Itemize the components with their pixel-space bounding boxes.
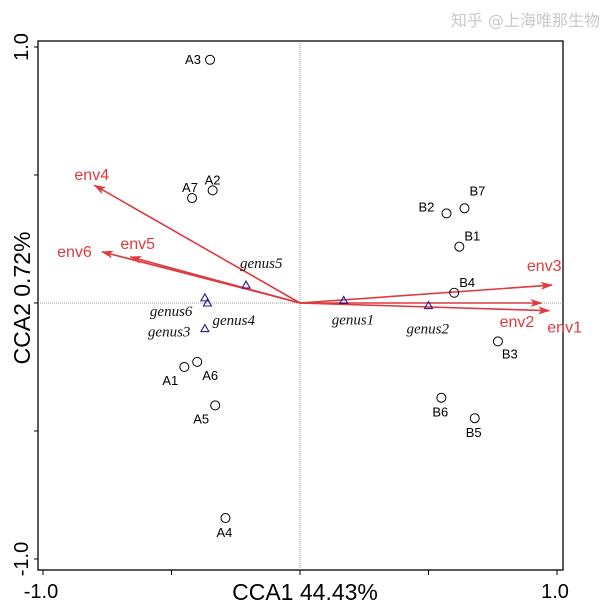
y-tick-label: -1.0 (11, 542, 33, 576)
env-label-env2: env2 (500, 314, 535, 331)
env-arrow-env4 (93, 184, 301, 304)
site-label-B2: B2 (418, 199, 434, 214)
site-point-B1 (454, 241, 465, 252)
site-label-A1: A1 (162, 373, 178, 388)
site-label-B4: B4 (459, 275, 475, 290)
x-axis-label: CCA1 44.43% (232, 579, 378, 605)
env-arrow-env3 (299, 281, 553, 304)
site-label-A3: A3 (185, 52, 201, 67)
site-point-B2 (441, 208, 452, 219)
y-axis-label: CCA2 0.72% (9, 232, 35, 365)
site-point-A2 (207, 185, 218, 196)
env-label-env3: env3 (527, 258, 562, 275)
site-label-B1: B1 (464, 229, 480, 244)
site-point-A3 (205, 54, 216, 65)
site-label-A4: A4 (216, 525, 232, 540)
env-label-env5: env5 (120, 236, 155, 253)
site-label-B5: B5 (466, 425, 482, 440)
site-point-A1 (179, 362, 190, 372)
site-point-A7 (187, 193, 198, 204)
genus-point-genus1 (338, 295, 349, 304)
genus-label-genus3: genus3 (148, 325, 191, 341)
site-point-B3 (492, 336, 503, 347)
site-point-B7 (459, 203, 470, 214)
genus-point-genus6 (199, 292, 210, 302)
plot-frame (37, 40, 564, 571)
genus-label-genus5: genus5 (240, 256, 283, 272)
site-point-B5 (469, 413, 480, 424)
env-label-env1: env1 (547, 320, 582, 337)
genus-label-genus4: genus4 (212, 313, 255, 329)
site-label-A5: A5 (193, 411, 209, 426)
genus-point-genus3 (199, 323, 210, 333)
env-arrow-env1 (299, 302, 551, 315)
x-tick-label: 1.0 (541, 581, 569, 603)
site-point-A6 (192, 356, 203, 367)
env-label-env4: env4 (74, 167, 109, 184)
site-label-A7: A7 (182, 180, 198, 195)
site-label-A2: A2 (205, 172, 221, 187)
site-point-A4 (220, 513, 231, 524)
watermark: 知乎 @上海唯那生物 (451, 11, 600, 30)
env-arrow-env6 (101, 250, 301, 304)
genus-point-genus2 (423, 300, 434, 310)
site-label-B6: B6 (432, 405, 448, 420)
site-label-B7: B7 (469, 183, 485, 198)
y-tick-label: 1.0 (11, 33, 33, 61)
genus-point-genus4 (202, 297, 213, 307)
x-tick-label: -1.0 (24, 581, 58, 603)
site-point-A5 (210, 400, 221, 411)
genus-label-genus2: genus2 (407, 322, 450, 338)
site-point-B6 (436, 392, 447, 403)
site-point-B4 (449, 287, 460, 298)
genus-point-genus5 (241, 279, 251, 289)
env-label-env6: env6 (57, 244, 92, 261)
site-label-B3: B3 (502, 346, 518, 361)
site-label-A6: A6 (202, 368, 218, 383)
genus-label-genus1: genus1 (332, 312, 375, 328)
genus-label-genus6: genus6 (150, 304, 193, 320)
